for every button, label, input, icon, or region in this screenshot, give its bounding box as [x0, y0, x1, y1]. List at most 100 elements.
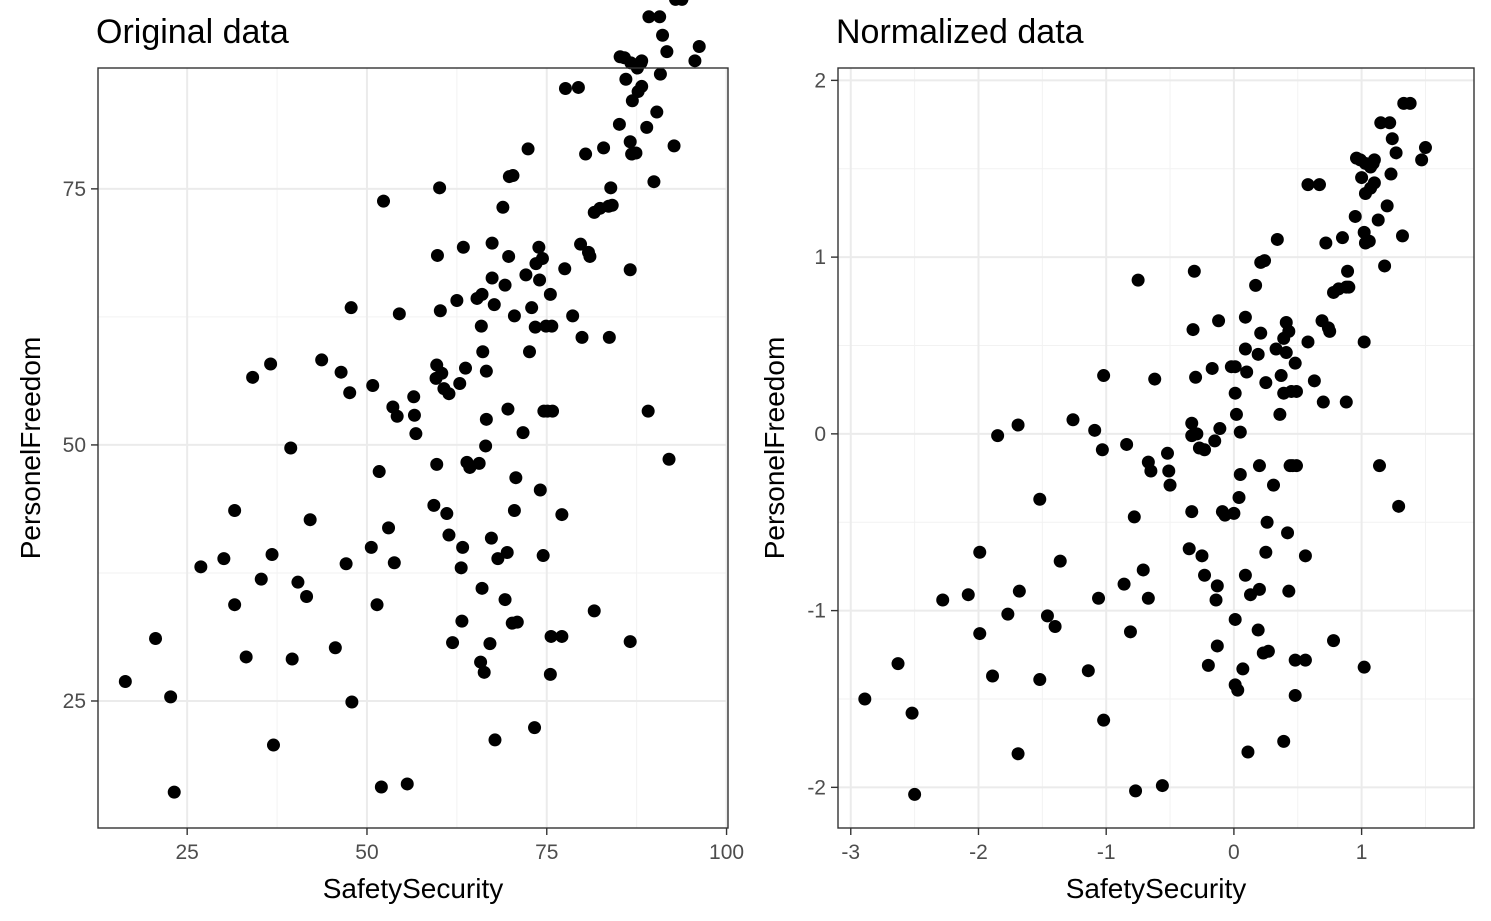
- scatter-point: [544, 629, 558, 643]
- scatter-point: [1252, 459, 1266, 473]
- scatter-point: [246, 370, 260, 384]
- scatter-point: [1195, 549, 1209, 563]
- scatter-point: [509, 471, 523, 485]
- scatter-point: [507, 309, 521, 323]
- scatter-point: [1384, 167, 1398, 181]
- scatter-point: [1279, 346, 1293, 360]
- scatter-point: [891, 657, 905, 671]
- scatter-point: [430, 248, 444, 262]
- scatter-point: [1123, 625, 1137, 639]
- scatter-point: [555, 508, 569, 522]
- x-axis: 25 50 75 100: [175, 828, 744, 864]
- scatter-point: [528, 721, 542, 735]
- scatter-point: [555, 629, 569, 643]
- scatter-point: [1282, 584, 1296, 598]
- scatter-point: [1357, 660, 1371, 674]
- scatter-point: [390, 409, 404, 423]
- scatter-point: [498, 278, 512, 292]
- scatter-point: [1233, 468, 1247, 482]
- scatter-point: [1392, 499, 1406, 513]
- scatter-point: [1238, 310, 1252, 324]
- scatter-point: [1213, 422, 1227, 436]
- scatter-point: [1277, 734, 1291, 748]
- scatter-point: [1209, 593, 1223, 607]
- scatter-point: [656, 28, 670, 42]
- scatter-point: [1389, 146, 1403, 160]
- scatter-point: [315, 353, 329, 367]
- scatter-point: [536, 549, 550, 563]
- scatter-point: [1341, 264, 1355, 278]
- scatter-point: [1273, 407, 1287, 421]
- scatter-point: [1033, 492, 1047, 506]
- y-tick-label: 75: [63, 178, 86, 201]
- scatter-point: [1288, 688, 1302, 702]
- scatter-point: [149, 632, 163, 646]
- scatter-point: [566, 309, 580, 323]
- scatter-point: [1251, 347, 1265, 361]
- scatter-point: [1228, 386, 1242, 400]
- scatter-point: [488, 733, 502, 747]
- scatter-point: [623, 135, 637, 149]
- scatter-point: [254, 572, 268, 586]
- scatter-point: [641, 404, 655, 418]
- x-tick-label: 25: [175, 841, 198, 864]
- y-axis: 25 50 75: [63, 178, 98, 713]
- x-tick-label: 75: [535, 841, 558, 864]
- scatter-point: [409, 427, 423, 441]
- scatter-point: [662, 452, 676, 466]
- scatter-point: [579, 147, 593, 161]
- scatter-point: [387, 556, 401, 570]
- scatter-point: [1097, 713, 1111, 727]
- scatter-point: [973, 545, 987, 559]
- scatter-point: [660, 45, 674, 59]
- scatter-point: [1148, 372, 1162, 386]
- scatter-point: [604, 181, 618, 195]
- scatter-point: [1374, 116, 1388, 130]
- scatter-point: [1053, 554, 1067, 568]
- scatter-point: [1362, 234, 1376, 248]
- scatter-point: [442, 528, 456, 542]
- scatter-point: [502, 249, 516, 263]
- scatter-point: [1012, 584, 1026, 598]
- scatter-point: [1403, 96, 1417, 110]
- scatter-point: [1238, 568, 1252, 582]
- scatter-point: [407, 408, 421, 422]
- scatter-point: [1011, 747, 1025, 761]
- x-tick-label: 100: [709, 841, 744, 864]
- scatter-point: [1097, 369, 1111, 383]
- scatter-point: [450, 294, 464, 308]
- scatter-point: [1129, 784, 1143, 798]
- scatter-point: [1274, 369, 1288, 383]
- scatter-point: [523, 345, 537, 359]
- scatter-point: [507, 503, 521, 517]
- scatter-point: [1228, 612, 1242, 626]
- scatter-point: [1048, 620, 1062, 634]
- scatter-point: [1141, 591, 1155, 605]
- scatter-point: [1190, 427, 1204, 441]
- scatter-point: [612, 117, 626, 131]
- scatter-point: [479, 412, 493, 426]
- scatter-point: [1298, 549, 1312, 563]
- scatter-point: [344, 301, 358, 315]
- scatter-point: [528, 320, 542, 334]
- scatter-point: [430, 457, 444, 471]
- scatter-point: [454, 561, 468, 575]
- scatter-point: [291, 575, 305, 589]
- x-tick-label: 50: [355, 841, 378, 864]
- scatter-point: [583, 249, 597, 263]
- scatter-point: [164, 690, 178, 704]
- scatter-point: [667, 139, 681, 153]
- scatter-point: [1040, 609, 1054, 623]
- scatter-point: [284, 441, 298, 455]
- scatter-point: [303, 513, 317, 527]
- scatter-point: [1355, 171, 1369, 185]
- x-axis-title: SafetySecurity: [1066, 873, 1247, 904]
- scatter-point: [1210, 579, 1224, 593]
- scatter-point: [485, 271, 499, 285]
- scatter-point: [1187, 264, 1201, 278]
- scatter-point: [1323, 324, 1337, 338]
- scatter-point: [1348, 209, 1362, 223]
- scatter-point: [1095, 443, 1109, 457]
- scatter-point: [264, 357, 278, 371]
